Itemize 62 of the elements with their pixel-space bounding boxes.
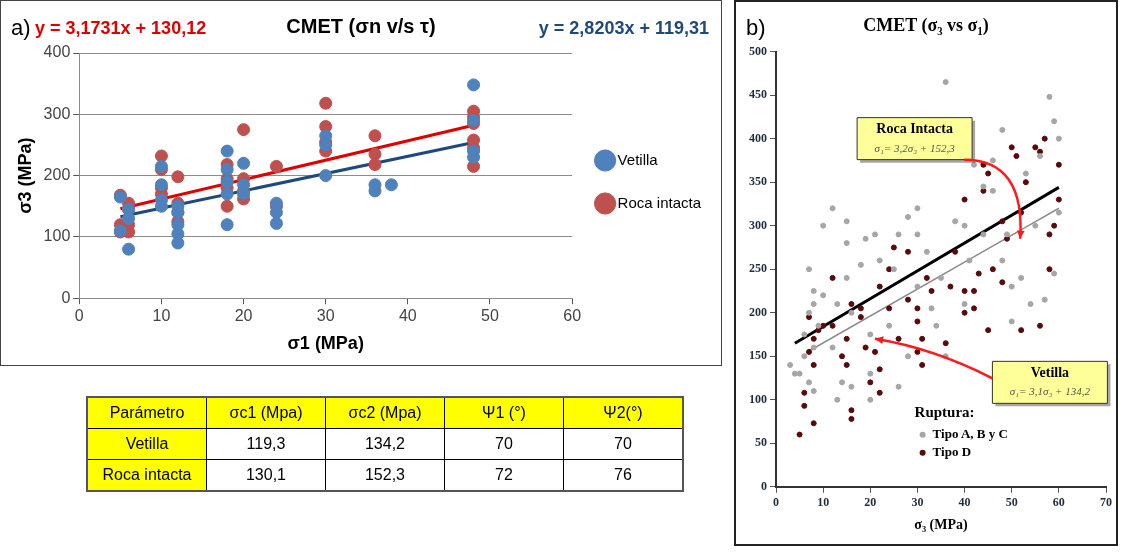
text: Vetilla: [87, 428, 207, 460]
legend-label: Vetilla: [617, 150, 659, 168]
text: 152,3: [325, 459, 445, 491]
y-tick-label: 0: [61, 288, 71, 306]
y-tick-label: 400: [749, 130, 767, 145]
x-tick-label: 30: [316, 307, 335, 325]
x-tick-label: 70: [1100, 495, 1112, 510]
y-tick-label: 300: [749, 217, 767, 232]
text: 72: [444, 459, 564, 491]
y-tick-label: 450: [749, 87, 767, 102]
legend-label: Tipo A, B y C: [932, 426, 1008, 442]
y-tick-label: 50: [755, 435, 767, 450]
x-tick-label: 10: [152, 307, 171, 325]
text: σc1 (Mpa): [206, 397, 326, 429]
x-tick-label: 60: [1052, 495, 1065, 510]
y-tick-label: 0: [761, 478, 767, 493]
text: σc2 (Mpa): [325, 397, 445, 429]
legend-label: Roca intacta: [617, 193, 702, 211]
y-axis-title: σ3 (MPa): [14, 137, 35, 214]
x-tick-label: 0: [74, 307, 84, 325]
y-tick-label: 100: [749, 391, 767, 406]
y-tick-label: 150: [749, 348, 767, 363]
x-tick-label: 50: [481, 307, 499, 325]
y-tick-label: 300: [43, 104, 71, 122]
x-tick-label: 40: [958, 495, 971, 510]
y-tick-label: 250: [749, 261, 767, 276]
x-tick-label: 50: [1005, 495, 1018, 510]
chart-title: CMET (σ₃ vs σ₁): [863, 15, 989, 37]
text: 119,3: [206, 428, 326, 460]
x-axis-title: σ₃ (MPa): [914, 517, 969, 534]
text: Ψ1 (°): [444, 397, 564, 429]
legend-title: Ruptura:: [914, 403, 975, 420]
annotation: Roca Intacta σ₁= 3,2σ₃ + 152,3: [874, 121, 956, 154]
x-tick-label: 20: [864, 495, 877, 510]
chart-title: CMET (σn v/s τ): [286, 14, 436, 37]
text: 130,1: [206, 459, 326, 491]
legend-label: Tipo D: [932, 444, 972, 460]
x-tick-label: 30: [911, 495, 924, 510]
x-tick-label: 40: [398, 307, 417, 325]
x-tick-label: 10: [817, 495, 830, 510]
text: a): [11, 15, 31, 41]
text: 70: [444, 428, 564, 460]
x-tick-label: 60: [563, 307, 582, 325]
text: 70: [563, 428, 683, 460]
x-tick-label: 20: [234, 307, 253, 325]
text: 134,2: [325, 428, 445, 460]
x-axis-title: σ1 (MPa): [287, 333, 364, 354]
y-tick-label: 200: [749, 304, 767, 319]
text: Ψ2(°): [563, 397, 683, 429]
y-tick-label: 200: [43, 166, 71, 184]
text: Parámetro: [87, 397, 207, 429]
text: y = 3,1731x + 130,12: [35, 17, 207, 38]
text: 76: [563, 459, 683, 491]
y-tick-label: 400: [43, 43, 71, 61]
text: b): [746, 14, 766, 40]
y-tick-label: 500: [749, 43, 767, 58]
y-tick-label: 350: [749, 174, 767, 189]
annotation: Vetilla σ₁= 3,1σ₃ + 134,2: [1009, 364, 1091, 398]
text: y = 2,8203x + 119,31: [538, 17, 709, 38]
text: Roca intacta: [87, 459, 207, 491]
y-tick-label: 100: [43, 227, 71, 245]
x-tick-label: 0: [773, 495, 779, 510]
